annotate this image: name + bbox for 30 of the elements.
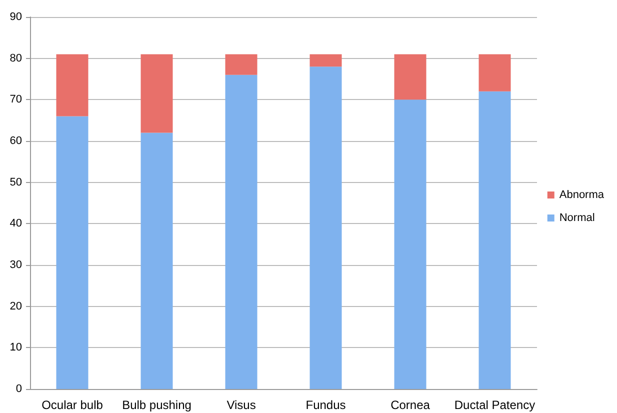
y-tick-label: 70 <box>10 94 22 106</box>
x-tick-label: Fundus <box>306 398 346 412</box>
bar <box>394 100 426 389</box>
legend-label: Normal <box>559 212 595 224</box>
legend-label: Abnorma <box>559 189 605 201</box>
y-tick-label: 0 <box>16 383 22 395</box>
bar <box>310 66 342 389</box>
x-tick-label: Cornea <box>390 398 430 412</box>
x-tick-label: Ocular bulb <box>42 398 104 412</box>
y-tick-label: 20 <box>10 300 22 312</box>
bar <box>310 54 342 67</box>
x-tick-label: Bulb pushing <box>122 398 192 412</box>
y-tick-label: 60 <box>10 135 22 147</box>
y-tick-label: 80 <box>10 52 22 64</box>
y-tick-label: 50 <box>10 176 22 188</box>
y-tick-label: 40 <box>10 218 22 230</box>
bar <box>478 91 511 389</box>
x-tick-label: Ductal Patency <box>454 398 536 412</box>
bar <box>225 74 258 389</box>
bar <box>56 54 88 116</box>
y-tick-label: 30 <box>10 259 22 271</box>
y-tick-label: 10 <box>10 342 22 354</box>
bar <box>225 54 258 75</box>
bar <box>140 54 173 133</box>
bar <box>56 116 88 389</box>
x-tick-label: Visus <box>226 398 256 412</box>
bar <box>140 132 173 389</box>
bar <box>394 54 426 100</box>
y-tick-label: 90 <box>10 11 22 23</box>
bar <box>478 54 511 92</box>
